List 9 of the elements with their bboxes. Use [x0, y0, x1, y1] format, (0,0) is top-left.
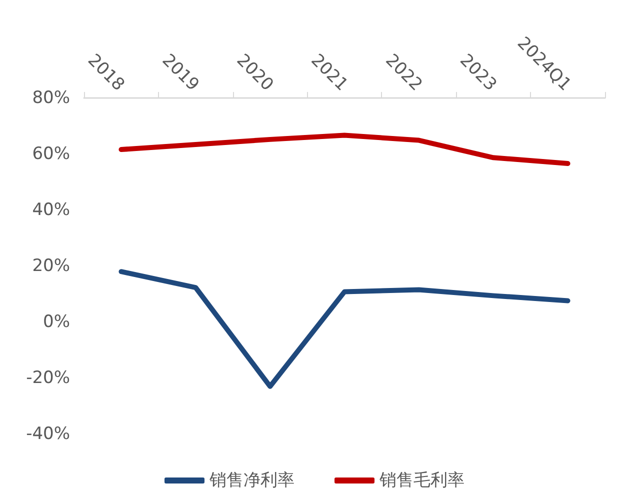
y-tick-label: 60% [32, 144, 70, 164]
legend-label: 销售毛利率 [378, 470, 464, 490]
y-tick-label: 80% [32, 88, 70, 108]
legend-label: 销售净利率 [208, 470, 294, 490]
y-tick-label: 40% [32, 200, 70, 220]
y-tick-label: 0% [43, 312, 70, 332]
y-tick-label: 20% [32, 256, 70, 276]
y-tick-label: -20% [26, 368, 70, 388]
y-tick-label: -40% [26, 424, 70, 444]
